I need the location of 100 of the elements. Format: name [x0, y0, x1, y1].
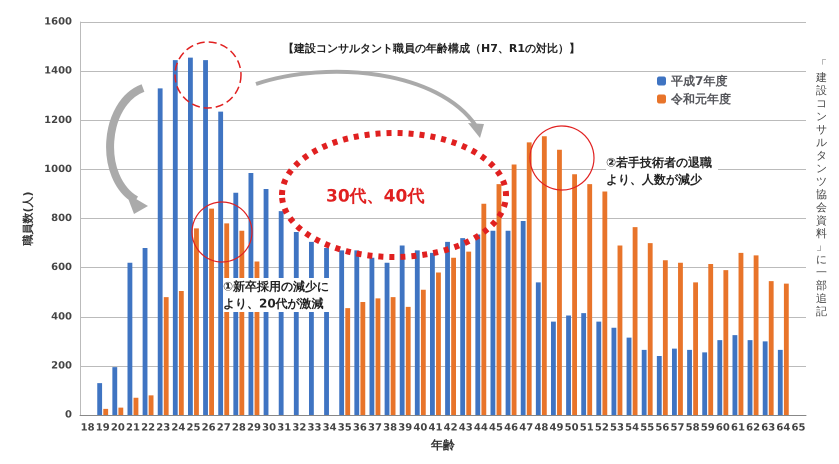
x-tick-label: 54 [625, 422, 640, 434]
x-tick-label: 59 [700, 422, 715, 434]
y-tick-label: 1600 [44, 16, 72, 28]
bar [662, 260, 668, 415]
bar [406, 306, 411, 415]
bar [369, 258, 374, 415]
x-tick-label: 38 [383, 422, 398, 434]
bar [732, 335, 738, 415]
x-tick-label: 46 [504, 422, 518, 434]
y-tick-label: 1200 [44, 114, 72, 126]
bar [778, 350, 783, 415]
y-axis-title: 職員数(人) [21, 191, 34, 247]
bar [172, 60, 178, 415]
x-tick-label: 50 [564, 422, 579, 434]
y-tick-label: 600 [51, 262, 72, 274]
bar [158, 88, 163, 415]
x-tick-label: 53 [610, 422, 624, 434]
bar [496, 184, 502, 415]
bar [632, 227, 638, 415]
bar [218, 112, 224, 415]
x-tick-label: 55 [640, 422, 654, 434]
bar [209, 208, 214, 415]
bar [103, 408, 108, 415]
bar [526, 142, 532, 415]
y-tick-label: 200 [51, 360, 72, 372]
y-tick-label: 1000 [44, 164, 72, 175]
bar [354, 250, 360, 415]
bar [460, 238, 466, 415]
x-tick-label: 27 [216, 422, 231, 434]
text: 【建設コンサルタント職員の年齢構成（H7、R1の対比）】 [283, 42, 580, 55]
x-tick-label: 22 [141, 422, 156, 434]
bar [376, 298, 380, 415]
bar [550, 322, 556, 415]
bar [97, 383, 102, 415]
x-tick-label: 62 [746, 422, 760, 434]
y-tick-label: 1400 [44, 66, 72, 77]
bar [142, 248, 148, 415]
bar [148, 395, 154, 415]
bar [656, 356, 662, 415]
bar [345, 308, 350, 415]
bar [203, 60, 208, 415]
bar [702, 352, 708, 415]
x-tick-label: 35 [338, 422, 352, 434]
legend-label: 令和元年度 [670, 92, 731, 106]
x-tick-label: 41 [428, 422, 442, 434]
bar [723, 270, 728, 415]
bar [118, 408, 124, 415]
bar [566, 316, 571, 415]
annotation: 30代、40代 [326, 186, 424, 206]
x-tick-label: 60 [716, 422, 730, 434]
annotation: ②若手技術者の退職より、人数が減少 [606, 156, 712, 186]
x-tick-label: 40 [413, 422, 428, 434]
bar [762, 341, 768, 415]
bar [414, 250, 420, 415]
bar [127, 262, 132, 415]
bar [693, 282, 698, 415]
x-tick-label: 43 [458, 422, 473, 434]
bar [475, 234, 480, 415]
bar [602, 191, 608, 415]
bar [572, 174, 578, 415]
x-tick-label: 39 [398, 422, 412, 434]
bar [188, 58, 193, 415]
x-tick-label: 32 [292, 422, 306, 434]
bar [557, 150, 562, 415]
bar [784, 284, 789, 415]
bar [678, 262, 683, 415]
bar [430, 252, 435, 415]
x-axis-title: 年齢 [430, 438, 456, 452]
x-tick-label: 58 [686, 422, 700, 434]
bar [618, 246, 622, 415]
x-tick-label: 23 [156, 422, 170, 434]
x-tick-label: 34 [322, 422, 337, 434]
x-tick-label: 36 [352, 422, 367, 434]
bar [581, 313, 586, 415]
bar [164, 297, 169, 415]
x-tick-label: 29 [246, 422, 261, 434]
bar [536, 282, 541, 415]
bar [481, 204, 486, 415]
x-tick-label: 49 [549, 422, 564, 434]
bar [542, 136, 547, 415]
bar [436, 272, 441, 415]
bar [642, 350, 647, 415]
x-tick-label: 26 [202, 422, 216, 434]
x-tick-label: 63 [761, 422, 776, 434]
x-tick-label: 19 [96, 422, 110, 434]
bar [400, 246, 405, 415]
bar [466, 252, 472, 415]
bar [178, 290, 184, 415]
bar [687, 350, 692, 415]
bar [672, 348, 677, 415]
text: 「建設コンサルタンツ協会資料」に一部追記 [816, 58, 827, 318]
x-tick-label: 64 [776, 422, 790, 434]
x-tick-label: 42 [444, 422, 458, 434]
bar [768, 281, 774, 415]
x-tick-label: 18 [80, 422, 95, 434]
x-tick-label: 33 [307, 422, 322, 434]
x-tick-label: 30 [262, 422, 276, 434]
x-tick-label: 21 [126, 422, 140, 434]
bar [490, 230, 496, 415]
x-tick-label: 57 [670, 422, 684, 434]
